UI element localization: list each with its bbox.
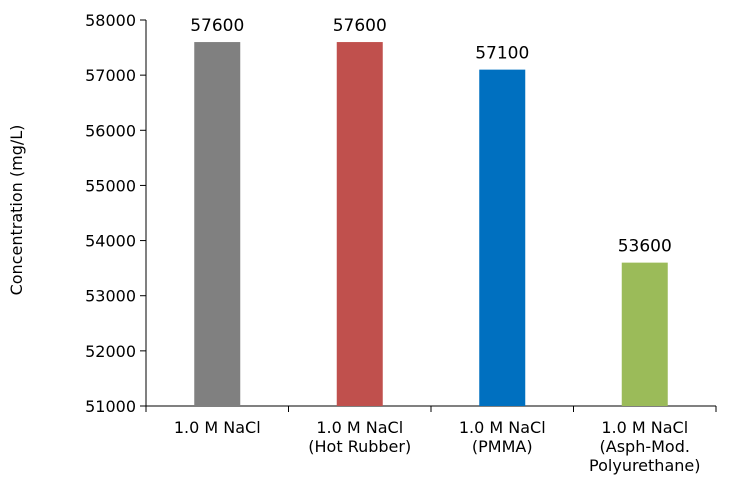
bar — [336, 42, 383, 407]
x-category-label: 1.0 M NaCl — [174, 418, 261, 437]
x-category-label: 1.0 M NaCl (PMMA) — [459, 418, 546, 456]
y-tick-label: 54000 — [85, 232, 136, 251]
data-label: 53600 — [618, 237, 672, 257]
y-tick-label: 55000 — [85, 176, 136, 195]
data-label: 57100 — [475, 44, 529, 64]
x-category-label: 1.0 M NaCl (Hot Rubber) — [308, 418, 411, 456]
y-tick-label: 57000 — [85, 66, 136, 85]
y-tick-label: 53000 — [85, 287, 136, 306]
data-label: 57600 — [190, 16, 244, 36]
x-category-label: 1.0 M NaCl (Asph-Mod. Polyurethane) — [589, 418, 700, 475]
data-label: 57600 — [333, 16, 387, 36]
y-axis: 51000 52000 53000 54000 55000 56000 57000 58000 — [85, 11, 147, 416]
bar — [194, 42, 241, 407]
y-tick-label: 52000 — [85, 342, 136, 361]
data-labels: 57600 57600 57100 53600 — [190, 16, 672, 257]
bars — [194, 42, 668, 407]
y-axis-title: Concentration (mg/L) — [7, 125, 26, 296]
x-axis: 1.0 M NaCl 1.0 M NaCl (Hot Rubber) 1.0 M Na… — [145, 405, 717, 475]
bar — [479, 69, 526, 406]
y-tick-label: 51000 — [85, 397, 136, 416]
y-tick-label: 56000 — [85, 121, 136, 140]
y-tick-label: 58000 — [85, 11, 136, 30]
bar — [621, 262, 668, 406]
